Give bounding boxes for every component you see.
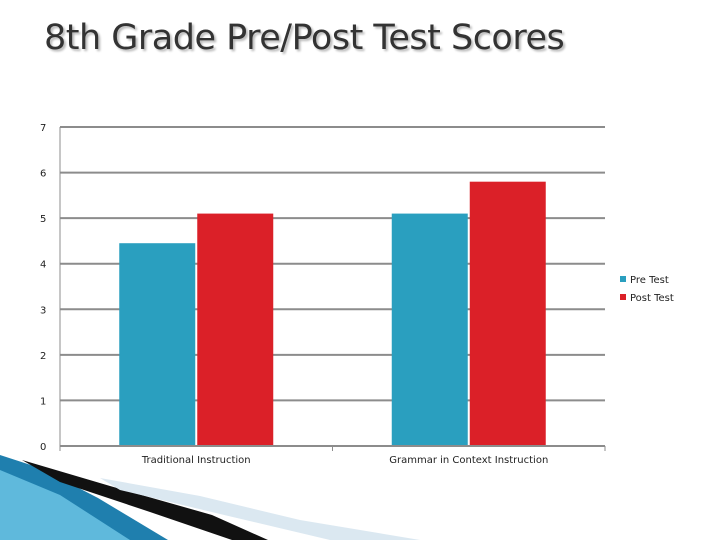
bar-pre-test — [391, 213, 468, 446]
slide-corner-decoration — [0, 455, 420, 540]
legend-swatch — [620, 276, 626, 282]
x-category-label: Traditional Instruction — [141, 455, 251, 466]
y-tick-label: 3 — [40, 305, 46, 316]
y-tick-label: 6 — [40, 169, 46, 180]
chart-bars — [119, 181, 546, 446]
bar-post-test — [197, 213, 274, 446]
corner-stroke-dark — [22, 460, 268, 540]
y-tick-label: 4 — [40, 260, 46, 271]
bar-pre-test — [119, 243, 196, 446]
x-axis: Traditional Instruction Grammar in Contex… — [59, 445, 606, 466]
legend-label: Post Test — [630, 293, 674, 304]
slide-title: 8th Grade Pre/Post Test Scores — [44, 18, 565, 58]
chart-legend: Pre Test Post Test — [620, 275, 674, 304]
corner-stroke-light — [100, 478, 420, 540]
y-tick-label: 0 — [40, 442, 46, 453]
y-tick-label: 7 — [40, 123, 46, 134]
y-axis: 0 1 2 3 4 5 6 7 — [40, 123, 61, 453]
y-tick-label: 5 — [40, 214, 46, 225]
legend-label: Pre Test — [630, 275, 669, 286]
x-category-label: Grammar in Context Instruction — [389, 455, 548, 466]
corner-shape-light — [0, 470, 130, 540]
y-tick-label: 1 — [40, 396, 46, 407]
legend-swatch — [620, 294, 626, 300]
y-tick-label: 2 — [40, 351, 46, 362]
bar-post-test — [469, 181, 546, 446]
